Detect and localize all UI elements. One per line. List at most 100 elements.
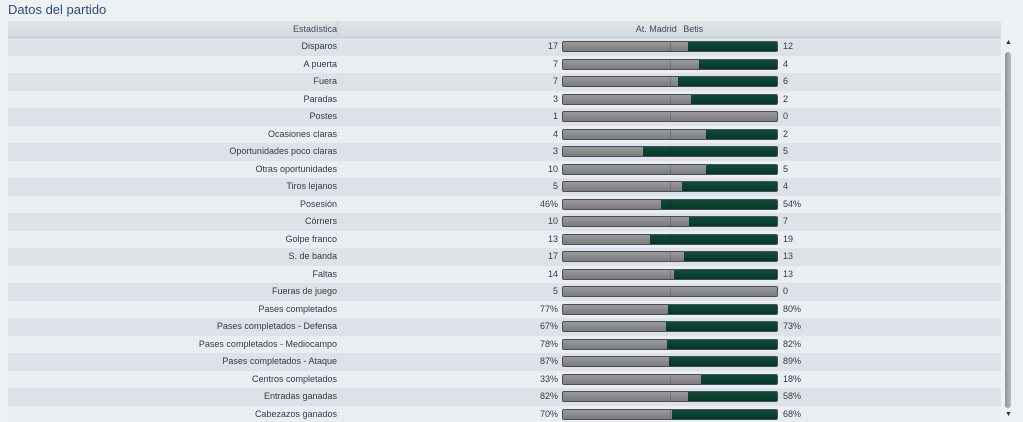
stat-row: Posesión 46% 54% (8, 195, 1001, 213)
away-value: 82% (783, 338, 802, 349)
home-bar-fill (563, 252, 685, 261)
comparison-bar (562, 391, 778, 402)
bar-midline (670, 357, 671, 366)
stat-row: Ocasiones claras 4 2 (8, 125, 1001, 143)
scrollbar-thumb[interactable] (1005, 52, 1011, 408)
bar-midline (670, 234, 671, 244)
column-header-stat[interactable]: Estadística (8, 21, 338, 37)
comparison-bar (562, 286, 778, 297)
home-bar-fill (563, 304, 668, 314)
home-bar-fill (563, 129, 706, 139)
stat-label: Oportunidades poco claras (229, 146, 337, 156)
home-bar-fill (563, 339, 668, 349)
stat-row: Paradas 3 2 (8, 90, 1001, 108)
away-bar-fill (667, 339, 777, 349)
bar-midline (670, 77, 671, 86)
stat-row: Disparos 17 12 (8, 38, 1001, 56)
away-value: 7 (783, 216, 789, 226)
bar-midline (670, 409, 671, 419)
chevron-up-icon[interactable]: ▲ (1005, 39, 1012, 46)
home-value: 33% (539, 373, 558, 384)
stat-row: Otras oportunidades 10 5 (8, 160, 1001, 178)
stat-row: Golpe franco 13 19 (8, 230, 1001, 248)
home-value: 5 (552, 181, 558, 191)
home-value: 7 (552, 76, 558, 86)
home-bar-fill (563, 392, 689, 401)
home-bar-fill (563, 269, 675, 279)
away-bar-fill (705, 164, 777, 174)
stat-row: Cabezazos ganados 70% 68% (8, 405, 1001, 422)
stat-row: Pases completados - Ataque 87% 89% (8, 353, 1001, 371)
bar-midline (670, 252, 671, 261)
comparison-bar (562, 76, 778, 87)
stat-label: Posesión (299, 198, 337, 209)
comparison-bar (562, 128, 778, 140)
bar-midline (670, 112, 671, 121)
stat-label: Postes (309, 111, 337, 121)
stat-label: Entradas ganadas (263, 391, 337, 401)
away-value: 54% (783, 198, 802, 209)
comparison-bar (562, 41, 778, 52)
home-value: 67% (539, 321, 558, 331)
home-value: 1 (552, 111, 558, 121)
stat-label: Pases completados (258, 303, 337, 314)
comparison-bar (562, 303, 778, 315)
bar-midline (670, 304, 671, 314)
bar-midline (670, 339, 671, 349)
home-value: 4 (552, 128, 558, 139)
away-value: 6 (783, 76, 789, 86)
bar-midline (670, 217, 671, 226)
away-value: 2 (783, 93, 789, 104)
home-bar-fill (563, 287, 777, 296)
stat-label: Paradas (303, 93, 337, 104)
comparison-bar (562, 356, 778, 367)
stat-label: Córners (304, 216, 337, 226)
home-value: 10 (547, 216, 558, 226)
column-header-teams[interactable]: At. Madrid Betis (338, 21, 1001, 37)
away-bar-fill (701, 374, 777, 384)
stat-row: S. de banda 17 13 (8, 248, 1001, 266)
comparison-bar (562, 146, 778, 157)
stat-label: Pases completados - Mediocampo (198, 338, 337, 349)
home-bar-fill (563, 59, 700, 69)
stat-row: Pases completados 77% 80% (8, 300, 1001, 318)
vertical-scrollbar[interactable]: ▲ ▼ (1003, 38, 1014, 422)
stat-row: Faltas 14 13 (8, 265, 1001, 283)
chevron-down-icon[interactable]: ▼ (1005, 411, 1012, 418)
stat-label: Golpe franco (285, 233, 337, 244)
comparison-bar (562, 408, 778, 420)
away-bar-fill (699, 59, 777, 69)
stat-row: Entradas ganadas 82% 58% (8, 388, 1001, 406)
away-value: 5 (783, 146, 789, 156)
home-value: 78% (539, 338, 558, 349)
home-value: 3 (552, 146, 558, 156)
stat-label: Tiros lejanos (286, 181, 337, 191)
home-value: 17 (547, 251, 558, 261)
comparison-bar (562, 338, 778, 350)
stat-row: Fueras de juego 5 0 (8, 283, 1001, 301)
home-bar-fill (563, 374, 702, 384)
stat-label: Faltas (312, 268, 337, 279)
away-value: 2 (783, 128, 789, 139)
stat-row: Centros completados 33% 18% (8, 370, 1001, 388)
stat-label: Fuera (313, 76, 337, 86)
home-bar-fill (563, 94, 692, 104)
bar-midline (670, 59, 671, 69)
comparison-bar (562, 181, 778, 192)
bar-midline (670, 199, 671, 209)
bar-midline (670, 129, 671, 139)
home-value: 3 (552, 93, 558, 104)
away-value: 19 (783, 233, 794, 244)
away-value: 13 (783, 251, 794, 261)
home-value: 7 (552, 58, 558, 69)
stat-label: Fueras de juego (271, 286, 337, 296)
home-value: 14 (547, 268, 558, 279)
home-bar-fill (563, 164, 706, 174)
bar-midline (670, 322, 671, 331)
away-bar-fill (684, 252, 777, 261)
stat-row: Oportunidades poco claras 3 5 (8, 143, 1001, 161)
comparison-bar (562, 58, 778, 70)
away-value: 4 (783, 181, 789, 191)
stat-label: S. de banda (288, 251, 337, 261)
away-bar-fill (665, 322, 777, 331)
